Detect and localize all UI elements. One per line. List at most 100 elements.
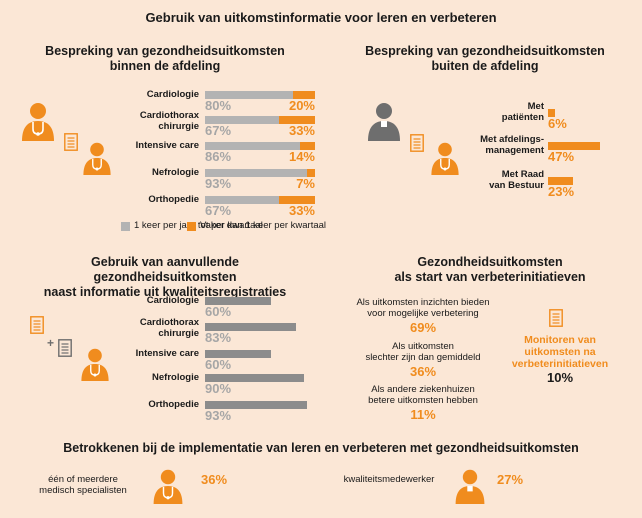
data-label-grey: 93% (205, 408, 232, 423)
s4-title-line1: Gezondheidsuitkomsten (417, 255, 563, 269)
category-label: Met patiënten (434, 101, 544, 123)
s5-right-value: 27% (497, 472, 524, 487)
category-label-line: Cardiothorax (139, 110, 199, 121)
data-label-grey: 86% (205, 149, 232, 164)
category-label-line: van Bestuur (489, 180, 544, 191)
legend-grey-label: 1 keer per jaar tot per kwartaal (134, 220, 263, 231)
category-label-line: patiënten (501, 112, 544, 123)
s4-item-value: 69% (409, 320, 437, 335)
s4-item-value: 36% (409, 364, 437, 379)
data-label-grey: 80% (205, 98, 232, 113)
category-label-line: Met afdelings- (480, 134, 544, 145)
bar-grey (205, 401, 308, 409)
s3-title-line2: naast informatie uit kwaliteitsregistrat… (43, 285, 287, 299)
category-label-line: management (485, 145, 544, 156)
s2-title-line2: buiten de afdeling (431, 59, 539, 73)
data-label-grey: 93% (205, 176, 232, 191)
bar-orange (278, 196, 315, 204)
doctor-icon (18, 100, 58, 142)
category-label: Nefrologie (89, 372, 199, 383)
data-label-grey: 67% (205, 203, 232, 218)
person-icon (364, 100, 404, 142)
bar-grey (205, 142, 300, 150)
s5-left-label: één of meerdere medisch specialisten (28, 474, 138, 496)
category-label-line: Intensive care (135, 140, 199, 151)
data-label-orange: 6% (548, 116, 567, 131)
category-label: Intensive care (89, 348, 199, 359)
data-label-grey: 60% (205, 357, 232, 372)
data-label-orange: 20% (288, 98, 315, 113)
category-label: Cardiologie (89, 89, 199, 100)
data-label-grey: 67% (205, 123, 232, 138)
category-label: Orthopedie (89, 399, 199, 410)
category-label: Met afdelings-management (434, 134, 544, 156)
s4-item: Als andere ziekenhuizen betere uitkomste… (330, 384, 516, 422)
data-label-grey: 90% (205, 381, 232, 396)
category-label-line: chirurgie (158, 121, 199, 132)
bar-grey (205, 323, 297, 331)
s4-monitor-line: uitkomsten na (524, 346, 596, 358)
category-label: Cardiothorax chirurgie (89, 317, 199, 339)
s3-title-line1: Gebruik van aanvullende gezondheidsuitko… (91, 255, 239, 284)
category-label-line: Orthopedie (148, 399, 199, 410)
category-label: Cardiothorax chirurgie (89, 110, 199, 132)
bar-grey (205, 374, 304, 382)
category-label-line: Cardiothorax (139, 317, 199, 328)
s4-item-text: voor mogelijke verbetering (367, 308, 479, 319)
s1-title-line2: binnen de afdeling (109, 59, 221, 73)
data-label-orange: 23% (548, 184, 575, 199)
bar-orange (548, 142, 600, 150)
data-label-orange: 33% (288, 123, 315, 138)
s5-right-label: kwaliteitsmedewerker (343, 474, 435, 485)
bar-orange (307, 169, 315, 177)
plus-icon: + (47, 336, 55, 350)
s4-item-text: Als uitkomsten (392, 341, 454, 352)
page-title: Gebruik van uitkomstinformatie voor lere… (145, 10, 497, 25)
data-label-grey: 83% (205, 330, 232, 345)
s5-left-value: 36% (201, 472, 228, 487)
s4-monitor: Monitoren van uitkomsten na verbeterinit… (500, 334, 620, 370)
s5-left-line: één of meerdere (48, 474, 118, 485)
category-label-line: chirurgie (158, 328, 199, 339)
category-label: Intensive care (89, 140, 199, 151)
bar-grey (205, 116, 279, 124)
s4-item-text: Als andere ziekenhuizen (371, 384, 475, 395)
bar-grey (205, 91, 293, 99)
person-icon (452, 466, 488, 506)
s4-item-text: slechter zijn dan gemiddeld (365, 352, 481, 363)
category-label-line: Intensive care (135, 348, 199, 359)
s4-item-value: 11% (410, 407, 436, 422)
bar-grey (205, 169, 308, 177)
category-label-line: Nefrologie (152, 372, 199, 383)
s2-title-line1: Bespreking van gezondheidsuitkomsten (365, 44, 605, 58)
bar-grey (205, 297, 271, 305)
s4-monitor-line: verbeterinitiatieven (511, 358, 609, 370)
legend-swatch-grey (121, 222, 130, 231)
category-label-line: Met Raad (501, 169, 544, 180)
document-icon (549, 309, 563, 327)
category-label-line: Orthopedie (148, 194, 199, 205)
s4-title-line2: als start van verbeterinitiatieven (394, 270, 586, 284)
s4-item: Als uitkomsten inzichten bieden voor mog… (330, 297, 516, 335)
bar-orange (299, 142, 315, 150)
bar-orange (293, 91, 315, 99)
category-label-line: Met (527, 101, 544, 112)
category-label: Nefrologie (89, 167, 199, 178)
bar-orange (548, 177, 574, 185)
s5-title: Betrokkenen bij de implementatie van ler… (63, 441, 579, 455)
document-icon (64, 133, 78, 151)
category-label-line: Cardiologie (146, 89, 199, 100)
data-label-orange: 14% (288, 149, 315, 164)
category-label-line: Cardiologie (146, 295, 199, 306)
category-label-line: Nefrologie (152, 167, 199, 178)
legend-swatch-orange (187, 222, 196, 231)
s4-item: Als uitkomsten slechter zijn dan gemidde… (330, 341, 516, 379)
category-label: Cardiologie (89, 295, 199, 306)
s5-left-line: medisch specialisten (39, 485, 127, 496)
data-label-orange: 33% (288, 203, 315, 218)
bar-grey (205, 350, 271, 358)
bar-orange (548, 109, 555, 117)
category-label: Met Raad van Bestuur (434, 169, 544, 191)
document-icon (30, 316, 44, 334)
s4-item-text: betere uitkomsten hebben (368, 395, 478, 406)
